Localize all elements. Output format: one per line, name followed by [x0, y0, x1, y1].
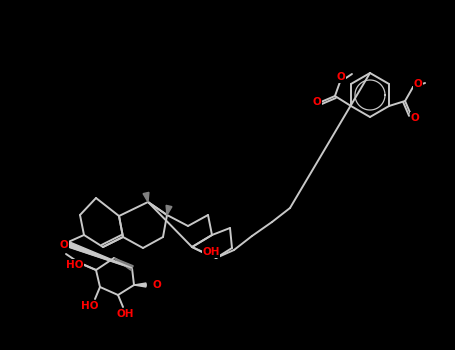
Text: O: O — [152, 280, 162, 290]
Polygon shape — [114, 258, 133, 270]
Text: O: O — [411, 113, 420, 123]
Text: O: O — [60, 240, 68, 250]
Polygon shape — [134, 283, 146, 287]
Polygon shape — [143, 193, 149, 202]
Text: HO: HO — [66, 260, 84, 270]
Text: O: O — [313, 97, 321, 107]
Text: O: O — [414, 79, 422, 89]
Text: OH: OH — [202, 247, 220, 257]
Polygon shape — [166, 205, 172, 215]
Polygon shape — [67, 241, 132, 268]
Text: HO: HO — [81, 301, 99, 311]
Text: OH: OH — [116, 309, 134, 319]
Text: O: O — [337, 72, 345, 82]
